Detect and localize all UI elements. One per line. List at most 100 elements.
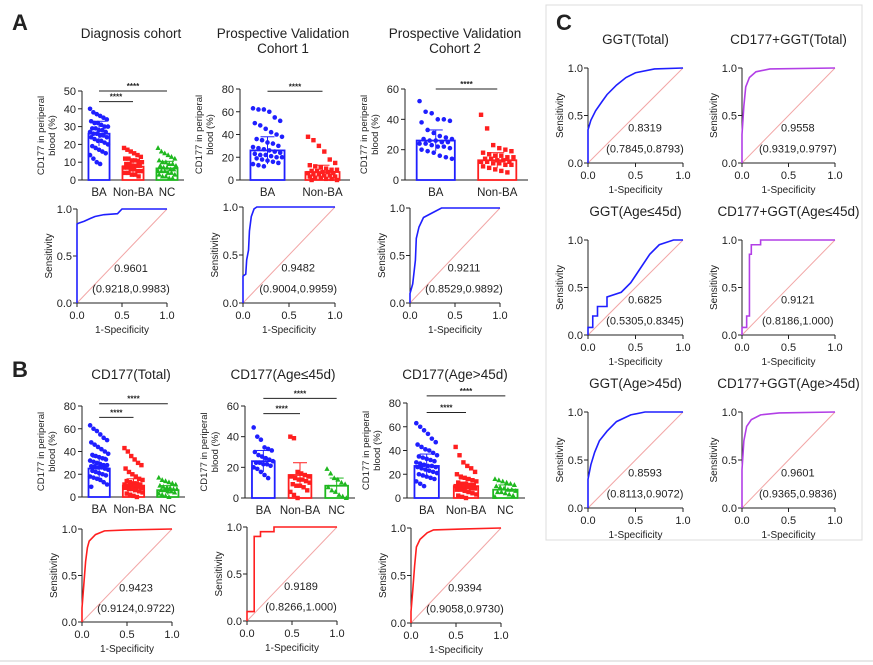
data-point: [257, 123, 263, 128]
data-point: [431, 150, 437, 155]
data-point: [127, 161, 132, 167]
x-tick-label: NC: [497, 505, 514, 517]
y-axis-label: CD177 in periperal: [361, 411, 372, 490]
y-tick-label: 60: [387, 84, 399, 96]
data-point: [303, 478, 309, 484]
chart-title: Prospective Validation: [389, 26, 522, 41]
data-point: [252, 120, 258, 126]
significance-label: ****: [294, 389, 307, 398]
data-point: [447, 118, 453, 124]
data-point: [426, 448, 432, 453]
y-axis-label: Sensitivity: [709, 437, 720, 482]
y-tick-label: 30: [64, 122, 76, 134]
roc-curve: [741, 411, 836, 508]
y-axis-label: blood (%): [210, 432, 221, 473]
data-point: [125, 165, 130, 170]
data-point: [327, 157, 332, 162]
data-point: [279, 154, 285, 160]
data-point: [169, 480, 175, 486]
data-point: [468, 466, 474, 471]
y-tick-label: 1.0: [227, 522, 242, 534]
significance-label: ****: [275, 405, 288, 414]
data-point: [131, 151, 137, 156]
data-point: [305, 134, 311, 139]
x-tick-label: NC: [159, 187, 176, 199]
data-point: [123, 466, 128, 471]
x-tick-label: 0.5: [628, 170, 643, 182]
y-axis-label: Sensitivity: [214, 551, 225, 596]
scatter-bar-chart: CD177(Age≤45d) 0 20 40 60 CD177 in periperal b…: [199, 367, 355, 517]
x-tick-label: NC: [328, 505, 345, 517]
data-point: [261, 146, 267, 152]
data-point: [497, 161, 502, 166]
auc-value: 0.9601: [781, 467, 815, 479]
data-point: [272, 149, 278, 154]
data-point: [441, 144, 447, 149]
data-point: [156, 490, 162, 496]
data-point: [168, 154, 175, 159]
data-point: [256, 162, 261, 168]
data-point: [95, 444, 101, 450]
data-point: [268, 129, 274, 135]
data-point: [102, 449, 108, 454]
data-point: [416, 454, 422, 459]
data-point: [417, 461, 423, 466]
auc-confidence-interval: (0.8266,1.000): [265, 602, 337, 614]
data-point: [135, 152, 140, 158]
group-nc: [492, 476, 519, 499]
y-tick-label: 0: [70, 492, 76, 504]
significance-label: ****: [440, 404, 453, 413]
data-point: [459, 481, 465, 486]
data-point: [504, 479, 510, 485]
data-point: [270, 159, 276, 165]
chart-title: CD177+GGT(Age>45d): [717, 376, 860, 391]
auc-confidence-interval: (0.9058,0.9730): [426, 604, 504, 616]
data-point: [497, 145, 502, 151]
y-tick-label: 1.0: [568, 235, 583, 247]
chart-title: GGT(Total): [602, 32, 669, 47]
scatter-bar-chart: CD177(Total) 0 20 40 60 80 CD177 in periperal b…: [36, 367, 185, 516]
data-point: [125, 147, 130, 152]
data-point: [456, 493, 461, 498]
data-point: [313, 175, 318, 180]
y-tick-label: 0: [233, 493, 239, 505]
data-point: [494, 489, 501, 495]
data-point: [501, 158, 506, 163]
data-point: [456, 480, 461, 485]
data-point: [423, 109, 428, 115]
data-point: [254, 156, 259, 161]
group-non-ba: [477, 112, 518, 181]
y-tick-label: 20: [64, 469, 76, 481]
data-point: [419, 120, 424, 125]
data-point: [309, 168, 314, 174]
data-point: [99, 446, 104, 452]
data-point: [160, 483, 166, 489]
chart-title: GGT(Age>45d): [589, 376, 682, 391]
data-point: [461, 460, 466, 465]
data-point: [302, 472, 308, 478]
auc-value: 0.9394: [448, 583, 482, 595]
y-tick-label: 80: [389, 398, 401, 410]
auc-value: 0.9211: [448, 263, 481, 275]
data-point: [156, 474, 162, 480]
y-tick-label: 0.5: [722, 111, 737, 123]
data-point: [503, 147, 508, 152]
y-tick-label: 1.0: [568, 407, 583, 419]
reference-diagonal: [410, 527, 502, 624]
data-point: [296, 477, 301, 482]
y-tick-label: 80: [64, 401, 76, 413]
chart-title: Diagnosis cohort: [81, 26, 182, 41]
data-point: [250, 161, 256, 167]
data-point: [130, 472, 135, 477]
data-point: [439, 139, 445, 145]
auc-value: 0.6825: [628, 295, 662, 307]
data-point: [311, 137, 316, 143]
data-point: [127, 480, 133, 485]
data-point: [250, 106, 256, 111]
data-point: [159, 491, 165, 497]
auc-confidence-interval: (0.5305,0.8345): [606, 316, 684, 328]
data-point: [486, 165, 492, 171]
data-point: [267, 109, 272, 115]
data-point: [414, 460, 419, 465]
y-tick-label: 50: [64, 86, 76, 98]
